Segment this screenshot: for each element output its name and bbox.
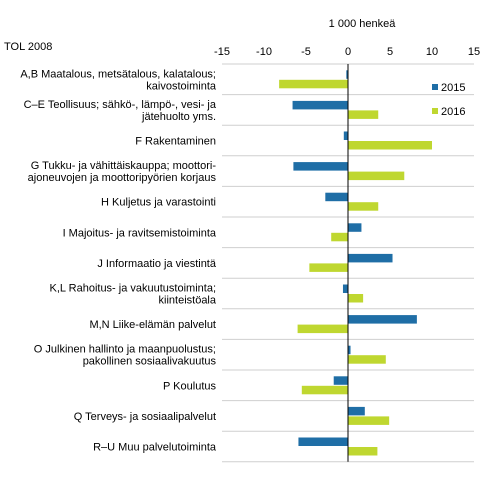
bars [279,70,432,456]
category-label: F Rakentaminen [135,136,216,148]
bar-2015 [348,406,365,416]
bar-2015 [298,437,348,446]
bar-2016 [348,294,364,303]
bar-2015 [346,70,348,79]
bar-2015 [348,223,362,232]
category-label: ajoneuvojen ja moottoripyörien korjaus [28,172,217,184]
bar-2016 [297,324,348,334]
x-tick-label: 0 [345,46,351,58]
category-label: G Tukku- ja vähittäiskauppa; moottori- [31,160,217,172]
category-labels: A,B Maatalous, metsätalous, kalatalous;k… [20,68,217,453]
bar-2015 [348,253,393,263]
legend-swatch-2015 [432,84,438,90]
bar-2015 [343,131,348,140]
category-label: A,B Maatalous, metsätalous, kalatalous; [20,68,216,80]
category-label: M,N Liike-elämän palvelut [89,319,216,331]
bar-2015 [348,345,351,355]
category-label: P Koulutus [163,380,217,392]
x-tick-label: -5 [301,46,311,58]
x-tick-label: -10 [256,46,272,58]
category-label: pakollinen sosiaalivakuutus [83,356,217,368]
bar-2016 [348,202,379,211]
bar-2016 [348,110,379,119]
category-label: kiinteistöala [159,295,217,307]
category-label: I Majoitus- ja ravitsemistoiminta [63,227,217,239]
category-label: Q Terveys- ja sosiaalipalvelut [74,411,216,423]
x-tick-label: 15 [468,46,480,58]
bar-2015 [293,162,348,171]
category-label: kaivostoiminta [146,80,217,92]
bar-2016 [348,141,432,150]
legend: 2015 2016 [432,82,465,118]
bar-2016 [309,263,348,272]
bar-2015 [333,376,348,385]
category-label: H Kuljetus ja varastointi [101,197,216,209]
bar-2016 [348,355,386,364]
legend-label: 2016 [441,106,465,118]
legend-label: 2015 [441,82,465,94]
bar-2015 [342,284,348,293]
category-label: C–E Teollisuus; sähkö-, lämpö-, vesi- ja [24,99,217,111]
x-axis-tick-labels: -15 -10 -5 0 5 10 15 [214,46,480,58]
bar-2016 [348,447,378,456]
category-label: R–U Muu palvelutoiminta [93,442,217,454]
category-header: TOL 2008 [4,41,52,53]
x-tick-label: 5 [387,46,393,58]
bar-2016 [348,416,390,425]
bar-2016 [348,171,405,181]
bar-2016 [301,385,348,395]
bar-2015 [325,192,348,202]
bar-2016 [331,232,348,242]
category-label: K,L Rahoitus- ja vakuutustoiminta; [49,283,216,295]
bar-2016 [279,79,348,89]
bar-2015 [292,100,348,110]
category-label: J Informaatio ja viestintä [97,258,216,270]
category-label: jätehuolto yms. [141,111,216,123]
legend-swatch-2016 [432,108,438,114]
x-tick-label: 10 [426,46,438,58]
unit-label: 1 000 henkeä [329,18,397,30]
bar-2015 [348,315,417,324]
x-tick-label: -15 [214,46,230,58]
category-label: O Julkinen hallinto ja maanpuolustus; [34,344,216,356]
